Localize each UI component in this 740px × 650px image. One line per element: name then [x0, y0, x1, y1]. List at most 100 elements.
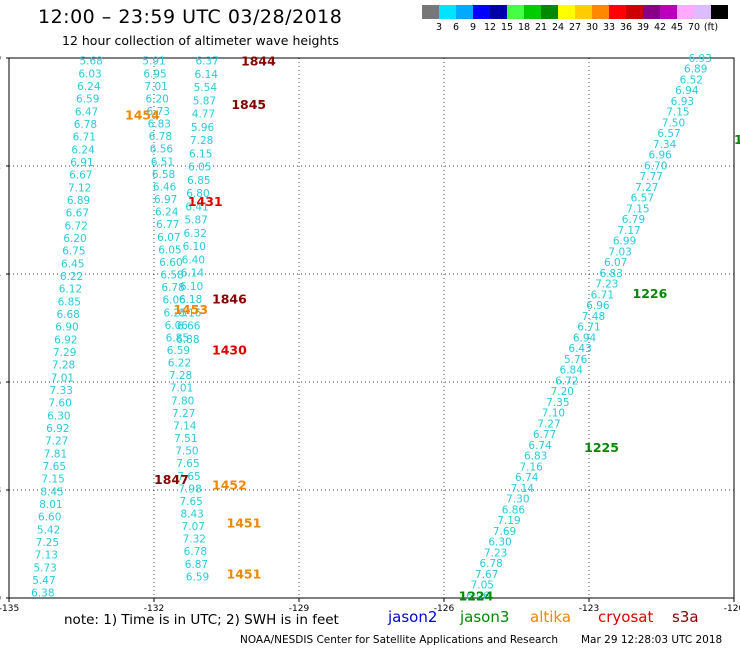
wave-height-value: 6.94	[573, 332, 597, 344]
color-swatch	[711, 5, 728, 19]
wave-height-value: 6.60	[159, 257, 182, 269]
chart-title: 12:00 – 23:59 UTC 03/28/2018	[38, 6, 343, 28]
wave-height-value: 7.07	[182, 521, 205, 533]
wave-height-value: 7.51	[174, 433, 197, 445]
wave-height-value: 5.73	[33, 562, 56, 574]
wave-height-value: 6.14	[195, 69, 219, 81]
wave-height-value: 6.85	[58, 296, 81, 308]
wave-height-value: 7.01	[170, 383, 193, 395]
wave-height-value: 6.80	[186, 188, 209, 200]
wave-height-value: 7.32	[183, 534, 206, 546]
wave-height-value: 6.97	[154, 194, 177, 206]
wave-height-value: 6.78	[149, 131, 172, 143]
wave-height-value: 6.93	[688, 53, 711, 65]
y-tick-label: -10	[0, 594, 1, 604]
wave-height-value: 5.91	[142, 56, 165, 68]
color-scale-label: 36	[619, 22, 633, 33]
note-text: note: 1) Time is in UTC; 2) SWH is in fe…	[64, 612, 339, 628]
wave-height-value: 5.76	[564, 354, 588, 366]
wave-height-value: 6.71	[73, 132, 96, 144]
pass-number-label: 1452	[212, 478, 247, 493]
wave-height-value: 7.27	[172, 408, 195, 420]
wave-height-value: 6.92	[54, 334, 77, 346]
wave-height-value: 6.71	[577, 322, 600, 334]
wave-height-value: 6.18	[179, 294, 202, 306]
wave-height-value: 6.92	[46, 423, 69, 435]
pass-number-label: 1431	[188, 194, 223, 209]
wave-height-value: 6.58	[160, 270, 183, 282]
color-scale-label: 42	[653, 22, 667, 33]
wave-height-value: 6.78	[479, 558, 502, 570]
wave-height-value: 6.59	[167, 345, 190, 357]
wave-height-value: 6.86	[502, 504, 526, 516]
x-tick-label: -126	[434, 604, 455, 614]
color-swatch	[439, 5, 456, 19]
wave-height-value: 6.85	[187, 175, 210, 187]
pass-number-label: 1847	[154, 472, 189, 487]
wave-height-value: 6.30	[488, 537, 511, 549]
color-swatch	[609, 5, 626, 19]
wave-height-value: 5.47	[32, 575, 55, 587]
wave-height-value: 7.35	[546, 397, 569, 409]
wave-height-value: 6.16	[178, 307, 202, 319]
wave-height-value: 7.12	[68, 182, 91, 194]
wave-height-value: 6.67	[69, 170, 92, 182]
color-swatch	[592, 5, 609, 19]
wave-height-value: 8.45	[40, 486, 63, 498]
wave-height-value: 6.30	[47, 410, 70, 422]
wave-height-value: 7.77	[640, 171, 663, 183]
wave-height-value: 6.59	[186, 571, 209, 583]
wave-height-value: 6.32	[184, 228, 207, 240]
color-scale-label: 12	[483, 22, 497, 33]
wave-height-value: 7.14	[173, 420, 197, 432]
color-scale-label: 15	[500, 22, 514, 33]
color-scale-label: 9	[469, 22, 477, 33]
color-swatch	[490, 5, 507, 19]
pass-number-label: 1454	[125, 108, 160, 123]
wave-height-value: 6.72	[555, 375, 578, 387]
wave-height-value: 7.23	[595, 279, 618, 291]
x-tick-label: -123	[579, 604, 599, 614]
color-swatch	[473, 5, 490, 19]
wave-height-value: 6.83	[524, 451, 547, 463]
wave-height-value: 6.59	[76, 94, 99, 106]
wave-height-value: 7.20	[551, 386, 574, 398]
wave-height-value: 7.33	[50, 385, 73, 397]
wave-height-value: 6.71	[591, 289, 614, 301]
wave-height-value: 7.14	[511, 483, 535, 495]
wave-height-value: 6.58	[152, 169, 175, 181]
wave-height-value: 7.28	[169, 370, 192, 382]
color-swatch	[626, 5, 643, 19]
wave-height-value: 7.10	[542, 408, 565, 420]
wave-height-value: 6.46	[153, 181, 177, 193]
wave-height-value: 6.05	[188, 162, 211, 174]
wave-height-value: 7.28	[190, 135, 213, 147]
wave-height-value: 7.50	[175, 446, 198, 458]
wave-height-value: 7.48	[582, 311, 605, 323]
wave-height-value: 7.80	[171, 395, 194, 407]
wave-height-value: 6.45	[61, 258, 84, 270]
wave-height-value: 6.91	[70, 157, 93, 169]
wave-height-value: 7.13	[35, 550, 58, 562]
wave-height-value: 7.30	[506, 494, 529, 506]
wave-height-value: 7.17	[617, 225, 640, 237]
wave-height-value: 6.03	[78, 68, 101, 80]
wave-height-value: 5.87	[184, 215, 207, 227]
wave-height-value: 7.60	[48, 398, 71, 410]
pass-number-label: 1451	[227, 515, 262, 530]
wave-height-value: 6.10	[180, 281, 203, 293]
color-scale-label: 6	[452, 22, 460, 33]
plot-frame	[8, 57, 735, 599]
pass-number-label: 1430	[212, 343, 247, 358]
color-scale-label: 3	[435, 22, 443, 33]
wave-height-value: 6.57	[631, 193, 654, 205]
color-scale-label: 18	[517, 22, 531, 33]
wave-height-value: 6.74	[528, 440, 552, 452]
wave-height-value: 7.34	[653, 139, 677, 151]
wave-height-value: 7.01	[144, 81, 167, 93]
wave-height-value: 6.24	[155, 207, 179, 219]
wave-height-value: 6.06	[162, 295, 186, 307]
pass-number-label: 1451	[227, 567, 262, 582]
wave-height-value: 6.15	[189, 148, 212, 160]
color-scale-label: 70	[687, 22, 701, 33]
